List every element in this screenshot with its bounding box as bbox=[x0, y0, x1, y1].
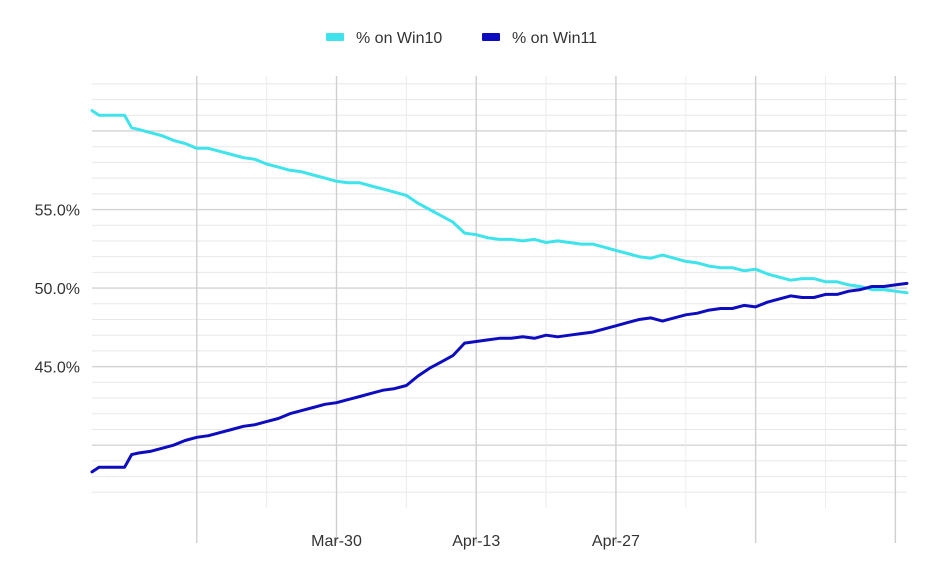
y-tick-label: 50.0% bbox=[35, 281, 80, 298]
legend-label: % on Win11 bbox=[512, 30, 597, 47]
x-tick-label: Apr-13 bbox=[452, 533, 500, 550]
grid bbox=[92, 76, 907, 543]
legend: % on Win10 % on Win11 bbox=[326, 30, 597, 47]
series-line-win11 bbox=[90, 281, 909, 474]
legend-swatch bbox=[482, 33, 500, 41]
series-lines bbox=[90, 109, 909, 474]
x-tick-label: Mar-30 bbox=[311, 533, 362, 550]
y-tick-label: 45.0% bbox=[35, 360, 80, 377]
series-line-win10 bbox=[90, 109, 909, 295]
legend-label: % on Win10 bbox=[356, 30, 442, 47]
x-tick-label: Apr-27 bbox=[592, 533, 640, 550]
y-axis-ticks: 45.0% 50.0% 55.0% bbox=[35, 203, 80, 377]
y-tick-label: 55.0% bbox=[35, 203, 80, 220]
x-axis-ticks: Mar-30 Apr-13 Apr-27 bbox=[311, 533, 640, 550]
legend-swatch bbox=[326, 33, 344, 41]
